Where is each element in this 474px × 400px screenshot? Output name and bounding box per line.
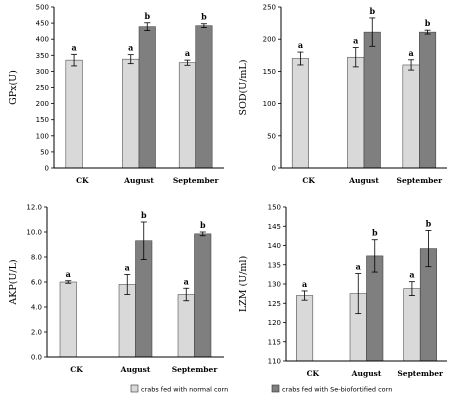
- category-label: September: [397, 176, 444, 185]
- y-tick-label: 2.0: [31, 329, 42, 337]
- bar-normal-corn: [59, 281, 77, 358]
- bar-se-corn: [419, 31, 437, 169]
- y-tick-label: 12.0: [26, 204, 42, 212]
- y-tick-label: 400: [36, 36, 49, 44]
- y-tick-label: 300: [36, 68, 49, 76]
- category-label: August: [120, 365, 151, 374]
- y-tick-label: 50: [40, 148, 49, 156]
- bar-normal-corn: [291, 58, 309, 169]
- category-label: CK: [76, 176, 89, 185]
- bar-se-corn: [194, 233, 212, 358]
- bar-se-corn: [138, 26, 156, 169]
- bar-normal-corn: [347, 56, 365, 169]
- bar-normal-corn: [118, 284, 136, 358]
- bar-normal-corn: [177, 294, 195, 358]
- chart-panel-4: 110 115 120 125 130 135 140 145 150 a CK a b August a b…: [238, 204, 447, 378]
- category-label: September: [397, 369, 444, 378]
- y-tick-label: 150: [36, 116, 49, 124]
- y-tick-label: 140: [268, 242, 281, 250]
- y-tick-label: 6.0: [31, 279, 42, 287]
- y-tick-label: 0: [45, 165, 49, 173]
- bar-normal-corn: [122, 58, 140, 169]
- y-tick-label: 250: [263, 4, 276, 12]
- significance-label: b: [200, 220, 206, 230]
- y-tick-label: 120: [268, 319, 281, 327]
- significance-label: b: [372, 228, 378, 238]
- y-axis-title: LZM (U/ml): [238, 256, 249, 312]
- bar-normal-corn: [296, 295, 314, 362]
- y-tick-label: 350: [36, 52, 49, 60]
- y-tick-label: 150: [263, 68, 276, 76]
- significance-label: a: [66, 269, 71, 279]
- y-tick-label: 200: [263, 36, 276, 44]
- legend-swatch: [130, 384, 139, 393]
- significance-label: b: [369, 6, 375, 16]
- y-tick-label: 115: [268, 338, 281, 346]
- significance-label: b: [425, 18, 431, 28]
- significance-label: b: [201, 12, 207, 22]
- y-tick-label: 250: [36, 84, 49, 92]
- y-tick-label: 130: [268, 281, 281, 289]
- y-tick-label: 450: [36, 20, 49, 28]
- chart-panel-3: 0.0 2.0 4.0 6.0 8.0 10.0 12.0 a CK a b August a b Sept…: [8, 204, 224, 374]
- significance-label: a: [356, 262, 361, 272]
- chart-panel-2: 0 50 100 150 200 250 a CK a b August a b September SOD…: [238, 4, 447, 185]
- y-axis-title: GPx(U): [8, 70, 19, 105]
- y-tick-label: 110: [268, 358, 281, 366]
- significance-label: b: [426, 218, 432, 228]
- y-tick-label: 100: [36, 132, 49, 140]
- significance-label: a: [409, 270, 414, 280]
- bar-normal-corn: [65, 59, 83, 169]
- category-label: August: [348, 176, 379, 185]
- category-label: August: [123, 176, 154, 185]
- significance-label: a: [353, 36, 358, 46]
- significance-label: a: [71, 42, 76, 52]
- y-tick-label: 200: [36, 100, 49, 108]
- category-label: CK: [70, 365, 83, 374]
- bar-normal-corn: [178, 62, 196, 169]
- legend-label: crabs fed with normal corn: [141, 385, 228, 393]
- y-tick-label: 50: [267, 132, 276, 140]
- chart-panel-1: 0 50 100 150 200 250 300 350 400 450 500 a CK a b Augus…: [8, 4, 224, 185]
- significance-label: a: [125, 263, 130, 273]
- legend-label: crabs fed with Se-biofortified corn: [282, 385, 392, 393]
- significance-label: a: [184, 276, 189, 286]
- y-axis-title: SOD(U/mL): [238, 60, 249, 116]
- legend: crabs fed with normal corn crabs fed with…: [130, 384, 392, 393]
- bar-se-corn: [195, 25, 213, 169]
- y-tick-label: 145: [268, 223, 281, 231]
- category-label: August: [351, 369, 382, 378]
- bar-normal-corn: [402, 64, 420, 169]
- legend-swatch: [271, 384, 280, 393]
- y-tick-label: 0: [272, 165, 276, 173]
- y-tick-label: 150: [268, 204, 281, 212]
- y-tick-label: 8.0: [31, 254, 42, 262]
- y-axis-title: AKP(U/L): [8, 259, 19, 305]
- y-tick-label: 500: [36, 4, 49, 12]
- category-label: CK: [302, 176, 315, 185]
- significance-label: a: [185, 48, 190, 58]
- significance-label: a: [128, 43, 133, 53]
- y-tick-label: 4.0: [31, 304, 42, 312]
- y-tick-label: 125: [268, 300, 281, 308]
- bar-normal-corn: [403, 288, 421, 362]
- significance-label: b: [144, 11, 150, 21]
- category-label: September: [173, 176, 220, 185]
- y-tick-label: 0.0: [31, 354, 42, 362]
- bar-se-corn: [363, 31, 381, 169]
- significance-label: a: [302, 279, 307, 289]
- category-label: September: [172, 365, 219, 374]
- significance-label: b: [141, 210, 147, 220]
- y-tick-label: 135: [268, 261, 281, 269]
- y-tick-label: 10.0: [26, 229, 42, 237]
- significance-label: a: [408, 48, 413, 58]
- significance-label: a: [298, 40, 303, 50]
- category-label: CK: [307, 369, 320, 378]
- y-tick-label: 100: [263, 100, 276, 108]
